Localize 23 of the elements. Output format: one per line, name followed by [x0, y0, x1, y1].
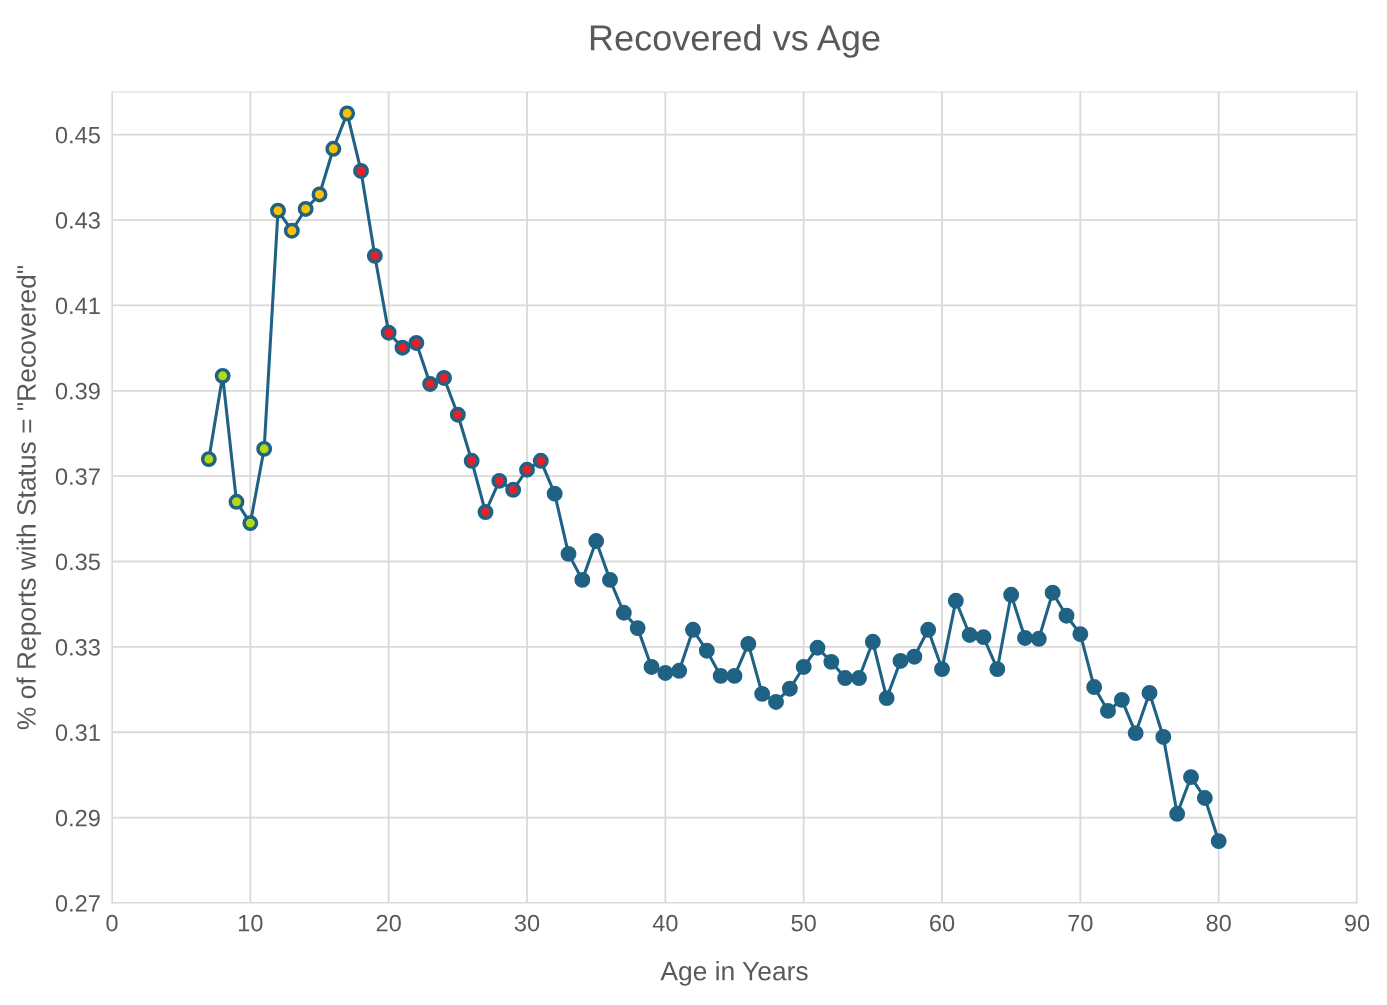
x-axis-title: Age in Years — [660, 961, 808, 986]
y-tick-label: 0.39 — [55, 382, 100, 400]
y-tick-label: 0.31 — [55, 724, 100, 742]
x-tick-label: 70 — [1068, 914, 1093, 932]
x-tick-label: 50 — [791, 914, 816, 932]
chart-title: Recovered vs Age — [590, 24, 880, 58]
x-tick-label: 20 — [376, 914, 401, 932]
x-tick-label: 10 — [239, 914, 263, 932]
y-tick-label: 0.29 — [55, 809, 100, 827]
y-tick-label: 0.33 — [55, 638, 100, 656]
y-tick-label: 0.27 — [55, 895, 100, 912]
x-tick-label: 80 — [1206, 914, 1231, 932]
y-tick-label: 0.43 — [55, 212, 100, 229]
x-tick-label: 40 — [652, 914, 678, 932]
y-tick-label: 0.37 — [55, 468, 100, 485]
x-tick-label: 90 — [1344, 914, 1370, 932]
x-tick-label: 60 — [930, 914, 955, 932]
y-tick-label: 0.45 — [55, 126, 100, 144]
y-tick-label: 0.35 — [55, 553, 100, 571]
x-tick-label: 0 — [106, 914, 118, 932]
y-tick-label: 0.41 — [55, 297, 100, 315]
x-tick-label: 30 — [514, 914, 540, 932]
y-axis-title: % of Reports with Status = "Recovered" — [16, 265, 42, 730]
